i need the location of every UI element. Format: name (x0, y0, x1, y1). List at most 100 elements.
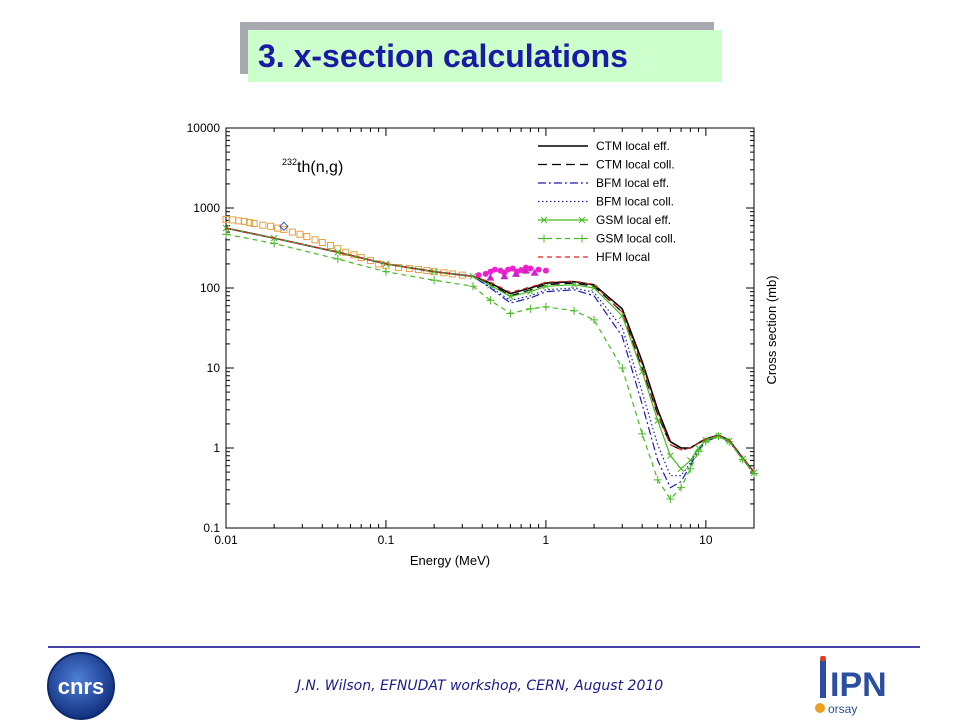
series-marker (222, 230, 230, 239)
legend-label: BFM local coll. (596, 195, 674, 209)
exp-point (486, 273, 495, 281)
footer-text: J.N. Wilson, EFNUDAT workshop, CERN, Aug… (296, 678, 664, 694)
series-marker (638, 429, 647, 438)
series-marker (333, 255, 342, 264)
series-line (225, 227, 755, 489)
title-box: 3. x-section calculations (248, 30, 722, 82)
exp-point (229, 216, 237, 224)
x-tick-label: 0.01 (214, 533, 238, 547)
y-tick-label: 10000 (187, 121, 221, 135)
exp-point (222, 215, 230, 223)
ipn-orsay-logo: IPN orsay (815, 656, 887, 716)
exp-point (518, 266, 525, 273)
series-line (225, 227, 755, 473)
exp-point (487, 268, 494, 275)
x-axis-label: Energy (MeV) (410, 553, 490, 568)
series-marker (507, 293, 514, 300)
series-marker (506, 309, 515, 318)
footer-divider (48, 646, 920, 648)
legend-label: GSM local coll. (596, 232, 676, 246)
series-marker (686, 457, 694, 464)
series-marker (677, 483, 686, 492)
exp-point (482, 270, 489, 277)
exp-point (527, 265, 534, 272)
legend-label: HFM local (596, 250, 650, 264)
legend-marker (578, 216, 586, 224)
series-marker (666, 495, 675, 504)
exp-point (475, 272, 482, 279)
series-marker (430, 268, 438, 276)
series-marker (381, 267, 390, 276)
exp-point (240, 217, 248, 225)
exp-point (259, 221, 267, 229)
series-marker (541, 302, 550, 311)
series-marker (570, 306, 579, 315)
exp-point (267, 222, 275, 230)
x-tick-label: 10 (699, 533, 713, 547)
ipn-logo-text: IPN (830, 666, 887, 704)
series-marker (677, 465, 685, 473)
exp-point (500, 272, 509, 280)
series-marker (526, 304, 535, 313)
y-tick-label: 100 (200, 281, 220, 295)
legend-marker (578, 234, 586, 243)
series-marker (469, 272, 477, 280)
cnrs-logo: cnrs (47, 652, 115, 720)
series-line (225, 227, 755, 473)
ipn-logo-sub: orsay (828, 702, 857, 716)
y-tick-label: 1000 (193, 201, 220, 215)
x-tick-label: 1 (543, 533, 550, 547)
exp-point (542, 267, 549, 274)
reaction-annotation: 232th(n,g) (282, 157, 343, 176)
series-marker (686, 464, 695, 473)
exp-point (511, 269, 520, 277)
exp-point (530, 268, 539, 276)
exp-point (326, 241, 334, 249)
exp-point (318, 239, 326, 247)
series-marker (667, 452, 674, 460)
series-marker (468, 282, 477, 291)
exp-point (491, 266, 498, 273)
series-marker (570, 281, 578, 289)
y-axis-label: Cross section (mb) (764, 275, 779, 384)
series-marker (694, 447, 703, 456)
series-line (225, 227, 755, 473)
exp-point (375, 260, 383, 268)
series-line (225, 227, 755, 477)
y-tick-label: 0.1 (203, 521, 220, 535)
exp-point (279, 221, 289, 232)
series-marker (618, 364, 627, 372)
legend-marker (540, 234, 548, 243)
exp-point (505, 266, 512, 273)
exp-point (288, 228, 296, 236)
exp-point (296, 230, 304, 238)
exp-point (521, 266, 530, 274)
plot-frame (225, 127, 755, 529)
y-tick-label: 10 (207, 361, 221, 375)
series-marker (654, 417, 662, 424)
series-marker (430, 276, 439, 285)
exp-point (535, 266, 542, 273)
legend-label: CTM local eff. (596, 139, 670, 153)
series-marker (653, 475, 662, 484)
series-marker (542, 282, 550, 290)
series-marker (270, 239, 279, 248)
series-marker (334, 248, 342, 256)
series-line (225, 233, 755, 501)
legend-marker (540, 216, 548, 224)
exp-point (509, 265, 516, 272)
series-marker (590, 315, 599, 324)
series-marker (725, 437, 734, 446)
exp-point (311, 236, 319, 244)
exp-point (395, 264, 403, 272)
series-marker (486, 296, 495, 305)
legend-label: BFM local eff. (596, 176, 669, 190)
cnrs-logo-text: cnrs (58, 674, 104, 699)
series-line (225, 227, 755, 474)
exp-point (250, 220, 258, 228)
exp-point (245, 218, 253, 226)
series-marker (527, 288, 534, 296)
series-marker (750, 469, 758, 478)
exp-point (342, 248, 350, 256)
